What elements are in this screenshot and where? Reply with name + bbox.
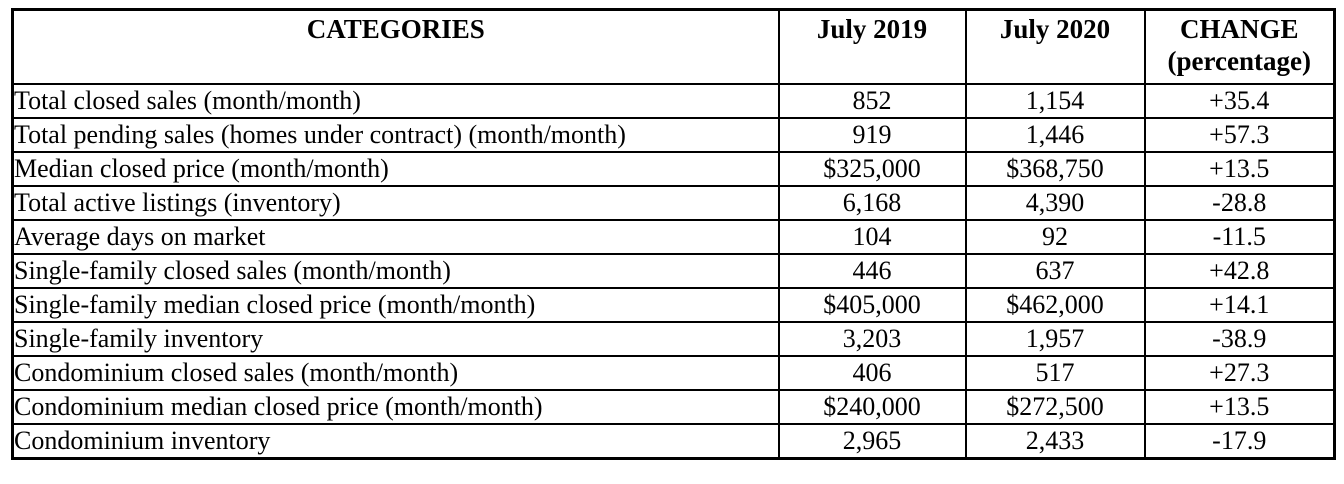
table-row: Median closed price (month/month) $325,0… [11, 151, 1336, 187]
table-row: Condominium median closed price (month/m… [11, 389, 1336, 425]
table-row: Single-family closed sales (month/month)… [11, 253, 1336, 289]
cell-july-2019: 919 [777, 117, 967, 153]
cell-july-2020: 92 [964, 219, 1146, 255]
table-body: Total closed sales (month/month) 852 1,1… [11, 83, 1336, 460]
cell-category: Condominium median closed price (month/m… [11, 389, 780, 425]
cell-july-2020: $272,500 [964, 389, 1146, 425]
change-header-line1: CHANGE [1179, 14, 1299, 44]
cell-category: Single-family closed sales (month/month) [11, 253, 780, 289]
header-row: CATEGORIES July 2019 July 2020 CHANGE (p… [11, 8, 1336, 85]
table-row: Average days on market 104 92 -11.5 [11, 219, 1336, 255]
document-page: CATEGORIES July 2019 July 2020 CHANGE (p… [11, 8, 1336, 460]
cell-july-2020: 2,433 [964, 423, 1146, 460]
cell-change: +27.3 [1143, 355, 1336, 391]
table-row: Condominium inventory 2,965 2,433 -17.9 [11, 423, 1336, 460]
cell-july-2020: 1,446 [964, 117, 1146, 153]
column-header-categories: CATEGORIES [11, 8, 780, 85]
cell-category: Condominium closed sales (month/month) [11, 355, 780, 391]
cell-july-2020: 1,154 [964, 83, 1146, 119]
table-row: Condominium closed sales (month/month) 4… [11, 355, 1336, 391]
table-header: CATEGORIES July 2019 July 2020 CHANGE (p… [11, 8, 1336, 85]
column-header-change: CHANGE (percentage) [1143, 8, 1336, 85]
cell-july-2020: 517 [964, 355, 1146, 391]
cell-july-2019: 3,203 [777, 321, 967, 357]
cell-category: Total pending sales (homes under contrac… [11, 117, 780, 153]
cell-change: +13.5 [1143, 151, 1336, 187]
table-row: Single-family median closed price (month… [11, 287, 1336, 323]
cell-change: -38.9 [1143, 321, 1336, 357]
cell-july-2019: $405,000 [777, 287, 967, 323]
table-row: Total active listings (inventory) 6,168 … [11, 185, 1336, 221]
cell-change: +35.4 [1143, 83, 1336, 119]
cell-july-2019: 104 [777, 219, 967, 255]
table-row: Total pending sales (homes under contrac… [11, 117, 1336, 153]
cell-july-2019: $240,000 [777, 389, 967, 425]
cell-july-2019: 6,168 [777, 185, 967, 221]
cell-category: Single-family median closed price (month… [11, 287, 780, 323]
cell-july-2020: 637 [964, 253, 1146, 289]
cell-category: Total closed sales (month/month) [11, 83, 780, 119]
cell-change: +57.3 [1143, 117, 1336, 153]
cell-july-2019: $325,000 [777, 151, 967, 187]
cell-july-2019: 446 [777, 253, 967, 289]
cell-july-2019: 406 [777, 355, 967, 391]
cell-category: Median closed price (month/month) [11, 151, 780, 187]
cell-change: -28.8 [1143, 185, 1336, 221]
change-header-line2: (percentage) [1167, 46, 1311, 76]
cell-change: +42.8 [1143, 253, 1336, 289]
cell-category: Condominium inventory [11, 423, 780, 460]
table-row: Single-family inventory 3,203 1,957 -38.… [11, 321, 1336, 357]
cell-july-2019: 852 [777, 83, 967, 119]
cell-july-2019: 2,965 [777, 423, 967, 460]
cell-change: +14.1 [1143, 287, 1336, 323]
cell-change: +13.5 [1143, 389, 1336, 425]
table-row: Total closed sales (month/month) 852 1,1… [11, 83, 1336, 119]
cell-july-2020: 4,390 [964, 185, 1146, 221]
cell-july-2020: 1,957 [964, 321, 1146, 357]
market-stats-table: CATEGORIES July 2019 July 2020 CHANGE (p… [11, 8, 1336, 460]
cell-july-2020: $462,000 [964, 287, 1146, 323]
column-header-july-2020: July 2020 [964, 8, 1146, 85]
cell-category: Single-family inventory [11, 321, 780, 357]
column-header-july-2019: July 2019 [777, 8, 967, 85]
cell-change: -17.9 [1143, 423, 1336, 460]
cell-category: Average days on market [11, 219, 780, 255]
cell-change: -11.5 [1143, 219, 1336, 255]
cell-category: Total active listings (inventory) [11, 185, 780, 221]
cell-july-2020: $368,750 [964, 151, 1146, 187]
